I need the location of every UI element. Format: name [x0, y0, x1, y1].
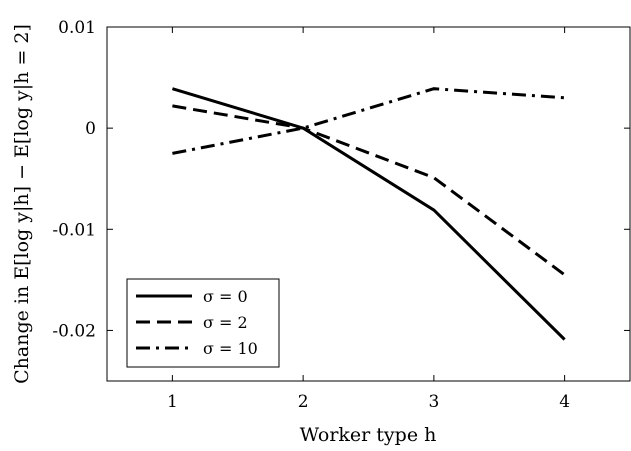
- series-line-3: [172, 87, 565, 155]
- y-tick-label: -0.02: [52, 321, 96, 341]
- x-tick-label: 1: [167, 392, 178, 412]
- legend: σ = 0 σ = 2 σ = 10: [126, 278, 280, 368]
- y-axis-label: Change in E[log y|h] − E[log y|h = 2]: [11, 24, 33, 384]
- x-axis-label: Worker type h: [300, 424, 437, 446]
- legend-label-3: σ = 10: [203, 339, 258, 358]
- series-lines: [171, 87, 566, 341]
- axis-ticks: [107, 26, 630, 381]
- series-line-2: [172, 104, 566, 277]
- x-tick-label: 2: [298, 392, 309, 412]
- series-line-1: [171, 87, 566, 341]
- legend-label-2: σ = 2: [203, 313, 248, 332]
- y-tick-label: -0.01: [52, 220, 96, 240]
- axis-tick-labels: 1 2 3 4 0.01 0 -0.01 -0.02: [52, 18, 570, 412]
- y-tick-label: 0.01: [58, 18, 96, 38]
- x-tick-label: 3: [428, 392, 439, 412]
- y-tick-label: 0: [85, 119, 96, 139]
- legend-label-1: σ = 0: [203, 287, 248, 306]
- x-tick-label: 4: [559, 392, 570, 412]
- legend-box: [126, 278, 280, 368]
